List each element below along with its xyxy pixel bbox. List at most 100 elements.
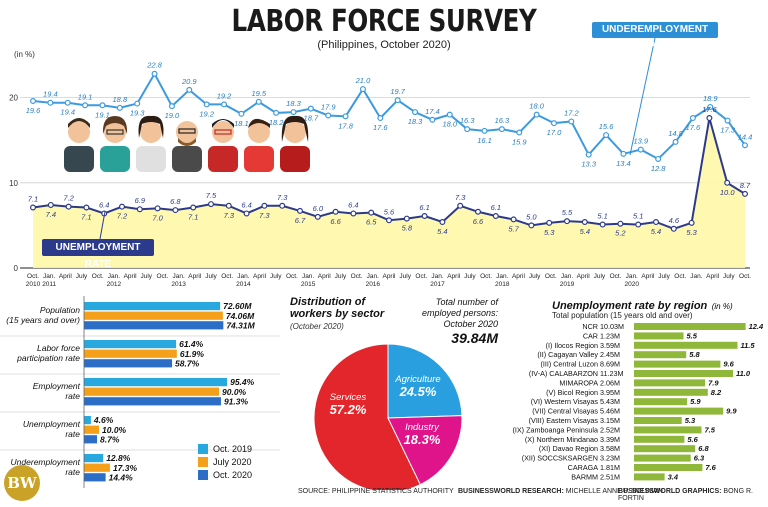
x-tick-month: Oct. <box>480 273 492 280</box>
bar-value-label: 74.06M <box>226 311 255 321</box>
bar-jul2020 <box>84 311 223 320</box>
underemployment-data-label: 19.2 <box>199 109 214 118</box>
x-tick-month: April <box>318 273 332 280</box>
underemployment-point <box>516 129 523 136</box>
underemployment-data-label: 17.0 <box>547 128 562 137</box>
unemployment-data-label: 5.7 <box>508 224 519 233</box>
unemployment-tag-pointer <box>99 211 106 240</box>
x-tick-month: Jan. <box>172 273 184 280</box>
unemployment-data-label: 17.6 <box>702 105 717 114</box>
x-tick-month: Oct. <box>545 273 557 280</box>
category-label: rate <box>65 391 80 401</box>
pie-slice-name: Industry <box>405 422 440 433</box>
category-label: rate <box>65 467 80 477</box>
y-tick-label: 10 <box>9 179 18 188</box>
underemployment-data-label: 14.8 <box>668 129 683 138</box>
region-bar-value: 6.8 <box>698 444 709 453</box>
region-name: (V) Bicol Region <box>546 388 598 397</box>
unemployment-data-label: 5.1 <box>597 212 607 221</box>
unemployment-point <box>741 190 748 197</box>
region-population: 1.23M <box>600 331 620 340</box>
unemployment-data-label: 5.4 <box>651 227 661 236</box>
unemployment-data-label: 6.5 <box>366 218 377 227</box>
x-tick-month: April <box>124 273 138 280</box>
underemployment-data-label: 19.4 <box>43 90 58 99</box>
bar-jul2020 <box>84 349 177 358</box>
region-bar-value: 5.3 <box>685 416 696 425</box>
underemployment-point <box>238 110 245 117</box>
x-tick-year: 2012 <box>107 281 122 288</box>
underemployment-data-label: 18.7 <box>304 114 319 123</box>
x-tick-month: July <box>529 273 541 280</box>
region-name: NCR <box>582 322 598 331</box>
x-tick-month: Oct. <box>156 273 168 280</box>
unemployment-point <box>670 225 677 232</box>
x-tick-month: Jan. <box>237 273 249 280</box>
pie-total-label: Total number of employed persons: Octobe… <box>421 297 498 329</box>
x-tick-year: 2011 <box>42 281 56 288</box>
bar-value-label: 95.4% <box>230 377 255 387</box>
unemployment-point <box>30 204 37 211</box>
bar-oct2020 <box>84 321 224 330</box>
bar-value-label: 61.9% <box>180 349 205 359</box>
x-tick-month: Jan. <box>496 273 508 280</box>
bar-oct2019 <box>84 340 177 349</box>
underemployment-point <box>464 126 471 133</box>
x-tick-month: Jan. <box>367 273 379 280</box>
unemployment-data-label: 4.6 <box>669 216 680 225</box>
region-population: 2.52M <box>600 425 620 434</box>
unemployment-data-label: 5.2 <box>615 229 626 238</box>
unemployment-data-label: 6.9 <box>135 196 146 205</box>
region-bar <box>634 379 706 387</box>
region-population: 11.23M <box>600 369 623 378</box>
pie-slice-agriculture <box>387 343 463 419</box>
underemployment-data-label: 18.0 <box>529 102 544 111</box>
unemployment-data-label: 5.5 <box>562 208 573 217</box>
underemployment-point <box>82 102 89 109</box>
underemployment-tag-pointer <box>629 37 656 156</box>
unemployment-point <box>314 213 321 220</box>
legend-item-oct2020: Oct. 2020 <box>198 470 252 480</box>
region-bar <box>634 341 738 349</box>
unemployment-data-label: 7.2 <box>117 212 128 221</box>
unemployment-point <box>83 204 90 211</box>
underemployment-point <box>429 116 436 123</box>
underemployment-data-label: 13.9 <box>634 137 649 146</box>
bar-value-label: 14.4% <box>109 472 134 482</box>
unemployment-data-label: 6.8 <box>170 197 181 206</box>
region-bar <box>634 464 703 471</box>
workers-illustration <box>64 115 310 172</box>
bar-jul2020 <box>84 425 99 434</box>
underemployment-point <box>655 155 662 162</box>
underemployment-point <box>550 120 557 127</box>
underemployment-data-label: 13.4 <box>616 159 631 168</box>
x-tick-month: July <box>723 273 735 280</box>
region-bar <box>634 398 688 406</box>
x-tick-month: July <box>335 273 347 280</box>
underemployment-point <box>307 105 314 112</box>
region-name: MIMAROPA <box>559 378 598 387</box>
unemployment-data-label: 7.1 <box>28 195 38 204</box>
underemployment-point <box>221 101 228 108</box>
pie-slice-value: 18.3% <box>404 432 441 447</box>
region-bar <box>634 323 746 330</box>
region-bar-value: 12.4 <box>749 322 764 331</box>
graphics-credit: BUSINESSWORLD GRAPHICS: BONG R. FORTIN <box>618 488 768 502</box>
unemployment-data-label: 7.0 <box>152 213 163 222</box>
underemployment-data-label: 18.9 <box>703 94 718 103</box>
unemployment-rate-tag: UNEMPLOYMENT RATE <box>42 239 154 270</box>
unemployment-point <box>225 202 232 209</box>
x-tick-year: 2014 <box>236 281 251 288</box>
bar-oct2020 <box>84 397 221 406</box>
underemployment-data-label: 17.3 <box>720 126 735 135</box>
underemployment-data-label: 16.3 <box>460 116 475 125</box>
pie-title: Distribution of workers by sector <box>290 296 385 320</box>
underemployment-point <box>325 112 332 119</box>
underemployment-data-label: 18.3 <box>286 99 301 108</box>
underemployment-data-label: 18.1 <box>234 119 249 128</box>
category-label: Underemployment <box>11 457 81 467</box>
x-tick-month: Jan. <box>561 273 573 280</box>
underemployment-data-label: 17.6 <box>686 123 701 132</box>
region-bar <box>634 445 696 453</box>
unemployment-point <box>190 204 197 211</box>
